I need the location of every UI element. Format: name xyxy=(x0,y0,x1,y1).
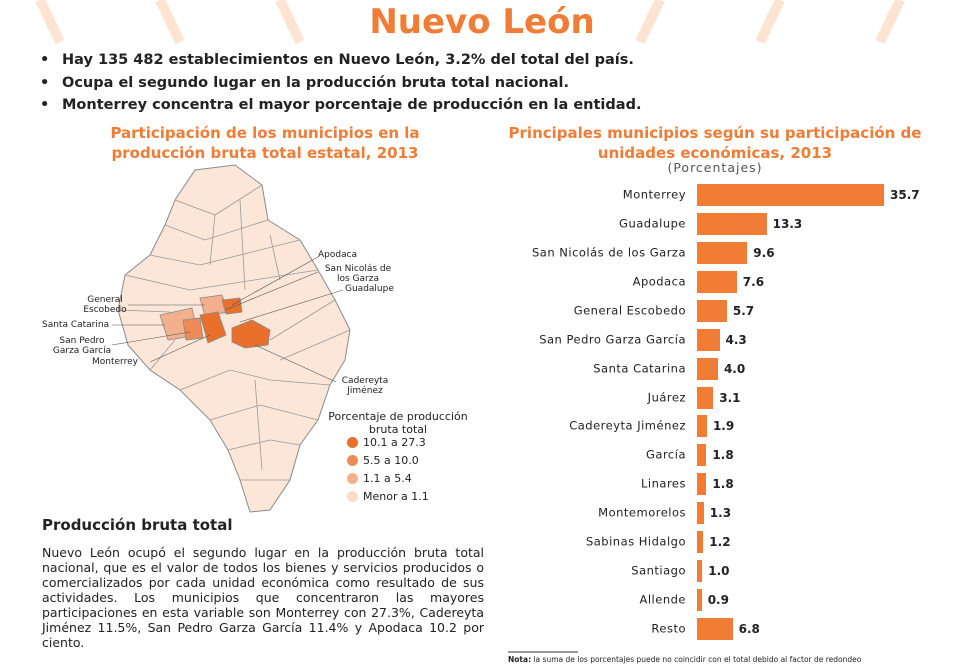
bullet: Hay 135 482 establecimientos en Nuevo Le… xyxy=(62,52,634,68)
category-label: San Nicolás de los Garza xyxy=(531,245,686,260)
map-label: Monterrey xyxy=(92,357,138,367)
value-label: 7.6 xyxy=(742,274,765,289)
category-label: Apodaca xyxy=(632,274,686,289)
value-label: 5.7 xyxy=(732,303,755,318)
bar xyxy=(697,184,884,206)
category-label: Montemorelos xyxy=(598,505,686,520)
section-heading: Producción bruta total xyxy=(42,516,233,534)
header-band xyxy=(35,0,905,45)
legend-label: 10.1 a 27.3 xyxy=(363,436,426,449)
map-label: Guadalupe xyxy=(345,284,394,294)
legend-swatch xyxy=(347,437,358,448)
bar xyxy=(697,299,727,322)
map-title: Participación de los municipios en la pr… xyxy=(110,124,420,162)
municipality-mid xyxy=(182,317,204,341)
value-label: 1.3 xyxy=(709,506,732,521)
bar xyxy=(697,270,737,293)
category-label: Resto xyxy=(651,621,686,636)
value-label: 1.8 xyxy=(712,448,734,463)
value-label: 1.8 xyxy=(712,477,734,492)
chart-title: Principales municipios según su particip… xyxy=(508,124,922,162)
bar xyxy=(697,502,704,525)
legend-swatch xyxy=(347,491,358,502)
municipality-dark xyxy=(221,297,243,315)
value-label: 35.7 xyxy=(890,188,920,202)
legend-title: Porcentaje de producción bruta total xyxy=(328,410,468,436)
leader-lines xyxy=(111,256,344,383)
category-label: García xyxy=(646,447,686,462)
category-label: Sabinas Hidalgo xyxy=(585,534,686,549)
map-label: Apodaca xyxy=(318,250,358,260)
legend-label: Menor a 1.1 xyxy=(363,490,429,503)
legend-label: 5.5 a 10.0 xyxy=(363,454,419,467)
bar xyxy=(697,241,748,264)
bullet: Ocupa el segundo lugar en la producción … xyxy=(62,75,570,91)
bar xyxy=(697,415,707,438)
legend-label: 1.1 a 5.4 xyxy=(363,472,412,485)
bullet: Monterrey concentra el mayor porcentaje … xyxy=(62,97,642,113)
category-label: Santa Catarina xyxy=(593,361,686,376)
value-label: 1.9 xyxy=(712,419,735,434)
category-label: Juárez xyxy=(647,390,686,404)
note-text: la suma de los porcentajes puede no coin… xyxy=(533,655,862,664)
legend-swatch xyxy=(347,473,358,484)
bar xyxy=(697,531,704,554)
bar xyxy=(697,473,707,496)
bar xyxy=(697,212,767,235)
map-label: San Pedro Garza García xyxy=(52,336,112,356)
bar xyxy=(697,357,718,380)
category-label: Cadereyta Jiménez xyxy=(569,418,686,433)
value-label: 1.2 xyxy=(709,535,731,550)
value-label: 4.3 xyxy=(725,332,747,347)
bullet-dot: • xyxy=(40,52,50,68)
value-label: 9.6 xyxy=(753,245,775,260)
category-label: Monterrey xyxy=(622,187,686,202)
municipality-dark xyxy=(199,311,227,344)
category-label: Santiago xyxy=(631,563,686,578)
legend-swatch xyxy=(347,455,358,466)
municipality-dark xyxy=(231,319,271,349)
bar xyxy=(697,617,733,640)
category-label: San Pedro Garza García xyxy=(539,332,686,347)
bullet-dot: • xyxy=(40,75,50,91)
map-label: General Escobedo xyxy=(83,295,127,315)
map-label: Cadereyta Jiménez xyxy=(341,376,389,396)
map-label: San Nicolás de los Garza xyxy=(324,264,392,284)
category-label: Linares xyxy=(641,476,686,491)
value-label: 13.3 xyxy=(772,216,803,231)
value-label: 1.0 xyxy=(708,564,730,579)
value-label: 3.1 xyxy=(719,390,741,405)
section-text: Nuevo León ocupó el segundo lugar en la … xyxy=(42,545,484,650)
note-label: Nota: xyxy=(508,655,532,664)
value-label: 6.8 xyxy=(738,621,760,636)
bar xyxy=(697,589,702,612)
category-label: Guadalupe xyxy=(619,216,686,231)
bar xyxy=(697,386,714,409)
value-label: 4.0 xyxy=(723,361,746,376)
bar xyxy=(697,560,703,583)
page-title: Nuevo León xyxy=(369,2,595,42)
chart-subtitle: (Porcentajes) xyxy=(667,160,763,175)
bar xyxy=(697,444,707,467)
map-label: Santa Catarina xyxy=(42,320,110,330)
bullet-dot: • xyxy=(40,97,50,113)
bar xyxy=(697,328,720,351)
note: Nota: la suma de los porcentajes puede n… xyxy=(508,655,861,664)
category-label: General Escobedo xyxy=(573,303,686,318)
value-label: 0.9 xyxy=(707,593,729,608)
category-label: Allende xyxy=(639,592,686,607)
municipal-borders xyxy=(117,184,351,481)
